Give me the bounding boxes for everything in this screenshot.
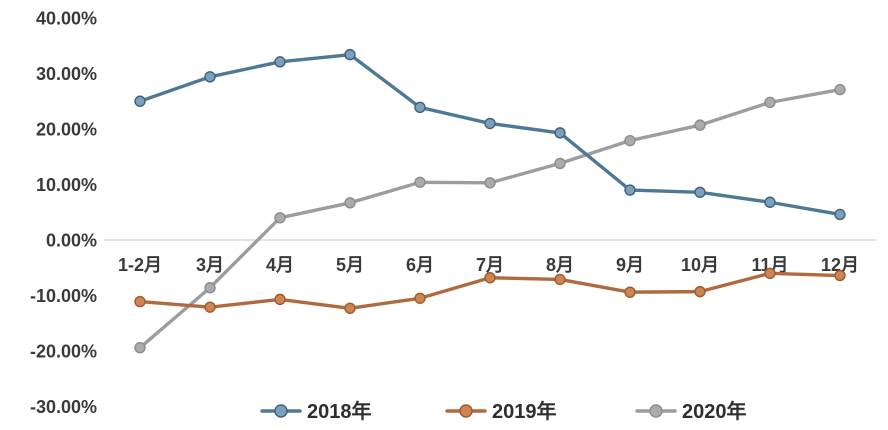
y-axis-tick-label: 20.00% [36,120,97,140]
data-point-marker [274,293,286,306]
data-point-marker [624,134,636,147]
data-point-marker [764,267,776,279]
y-axis-tick-label: 40.00% [36,9,97,29]
series-2020年 [134,83,846,354]
x-axis-tick-label: 4月 [266,255,294,275]
data-point-marker [834,269,846,282]
y-axis-tick-label: 10.00% [36,175,97,195]
x-axis-tick-label: 9月 [616,255,644,275]
x-axis-tick-label: 8月 [546,255,574,275]
x-axis-tick-label: 3月 [196,255,224,275]
y-axis-tick-label: -10.00% [30,286,97,306]
legend-marker [649,404,663,418]
data-point-marker [204,282,216,294]
y-axis-tick-label: -20.00% [30,342,97,362]
data-point-marker [414,176,426,188]
y-axis-labels: 40.00% 30.00% 20.00% 10.00% 0.00% -10.00% -20.… [30,9,97,418]
data-point-marker [624,184,636,196]
data-point-marker [484,177,496,189]
series-line [138,52,842,217]
x-axis-tick-label: 7月 [476,255,504,275]
legend-item-2020年: 2020年 [635,399,747,423]
legend: 2018年 2019年 2020年 [260,399,747,423]
x-axis-tick-label: 5月 [336,255,364,275]
data-point-marker [134,95,146,107]
data-point-marker [344,197,356,209]
data-point-marker [414,292,426,304]
data-point-marker [204,71,216,83]
data-point-marker [344,48,356,61]
y-axis-tick-label: 30.00% [36,64,97,84]
legend-label: 2019年 [492,399,557,423]
y-axis-tick-label: 0.00% [46,231,97,251]
data-point-marker [694,186,706,198]
legend-item-2018年: 2018年 [260,399,372,423]
data-point-marker [484,117,496,130]
x-axis-tick-label: 11月 [751,255,788,275]
data-point-marker [694,285,706,298]
legend-label: 2020年 [682,399,747,423]
legend-marker [274,404,288,418]
x-axis-tick-label: 1-2月 [118,255,162,275]
data-point-marker [764,96,776,109]
series-2019年 [134,267,846,314]
data-point-marker [274,56,286,68]
series-2018年 [134,48,846,221]
data-point-marker [834,208,846,221]
data-point-marker [834,83,846,96]
data-point-marker [484,272,496,284]
data-point-marker [274,212,286,224]
x-axis-tick-label: 12月 [821,255,859,275]
legend-marker [459,404,473,418]
legend-label: 2018年 [307,399,372,423]
data-point-marker [134,295,146,308]
x-axis-tick-label: 10月 [681,255,719,275]
data-point-marker [414,101,426,114]
x-axis-tick-label: 6月 [406,255,434,275]
data-point-marker [344,302,356,314]
data-point-marker [204,301,216,313]
data-point-marker [134,341,146,354]
legend-item-2019年: 2019年 [445,399,557,423]
x-axis-labels: 1-2月 3月 4月 5月 6月 7月 8月 9月 10月 11月 12月 [118,255,859,275]
data-point-marker [694,119,706,131]
data-point-marker [554,273,566,286]
y-axis-tick-label: -30.00% [30,397,97,417]
data-point-marker [554,127,566,139]
data-point-marker [624,286,636,298]
data-point-marker [764,196,776,208]
data-point-marker [554,157,566,170]
